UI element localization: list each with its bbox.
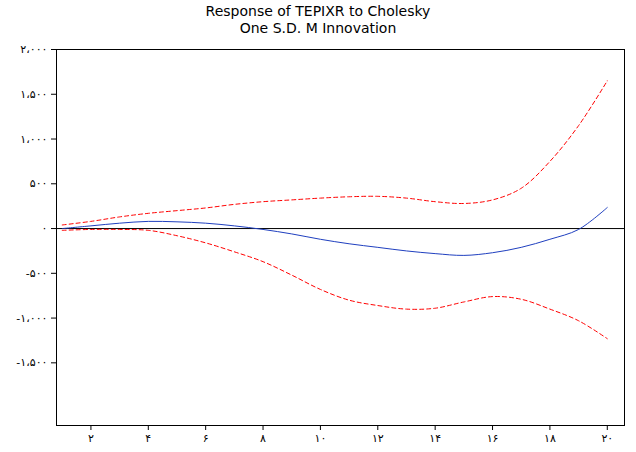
svg-text:۱۴: ۱۴ [429,432,441,445]
svg-text:۱۰: ۱۰ [315,432,327,445]
svg-text:۴: ۴ [145,432,151,445]
svg-text:۱،۵۰۰: ۱،۵۰۰ [20,88,47,101]
svg-text:۱۲: ۱۲ [372,432,384,445]
svg-text:۱۸: ۱۸ [544,432,556,445]
svg-text:-۱،۵۰۰: -۱،۵۰۰ [16,356,47,369]
svg-text:۱۶: ۱۶ [487,432,499,445]
svg-text:۵۰۰: ۵۰۰ [30,177,48,190]
html-text:One S.D. M Innovation: One S.D. M Innovation [239,20,397,36]
svg-text:۲۰: ۲۰ [601,432,613,445]
svg-text:۶: ۶ [203,432,209,445]
svg-text:۸: ۸ [260,432,266,445]
svg-text:-۱،۰۰۰: -۱،۰۰۰ [16,312,47,325]
svg-text:۱،۰۰۰: ۱،۰۰۰ [20,133,47,146]
svg-text:۲،۰۰۰: ۲،۰۰۰ [20,43,47,56]
html-text:Response of TEPIXR to Cholesky: Response of TEPIXR to Cholesky [205,3,431,19]
svg-text:۲: ۲ [88,432,94,445]
svg-text:-۵۰۰: -۵۰۰ [26,267,48,280]
svg-text:۰: ۰ [42,222,48,235]
